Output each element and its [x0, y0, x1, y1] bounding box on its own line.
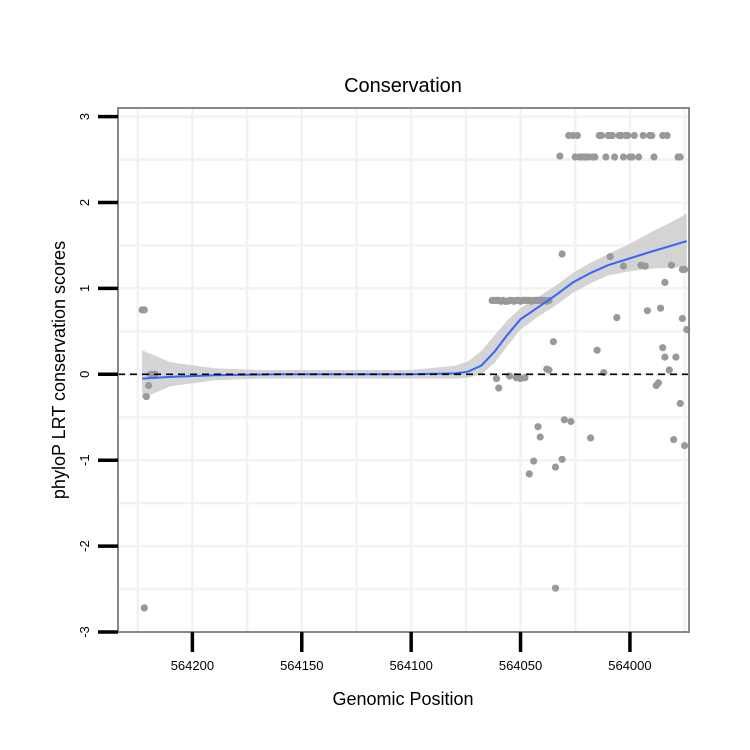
data-point [670, 436, 678, 444]
data-point [667, 261, 676, 269]
data-point [545, 366, 553, 374]
data-point [657, 304, 665, 312]
confidence-band-layer [142, 213, 687, 399]
data-point [549, 338, 558, 346]
data-point [573, 131, 582, 140]
data-point [676, 153, 684, 161]
data-point [635, 153, 643, 161]
data-point [600, 369, 608, 377]
points-layer [138, 131, 691, 612]
x-tick-label: 564200 [171, 658, 214, 673]
data-point [613, 314, 621, 322]
data-point [558, 250, 566, 258]
data-point [602, 153, 610, 161]
x-tick-label: 564100 [389, 658, 432, 673]
x-tick-label: 564150 [280, 658, 323, 673]
data-point [597, 131, 606, 140]
y-axis: -3 -2 -1 0 1 2 3 [77, 113, 118, 638]
data-point [536, 433, 544, 441]
data-point [558, 455, 566, 463]
x-tick-label: 564000 [608, 658, 651, 673]
y-tick-label: -3 [77, 626, 92, 638]
data-point [567, 417, 575, 426]
data-point [530, 457, 538, 465]
data-point [556, 152, 564, 160]
data-point [630, 131, 638, 140]
data-point [492, 375, 501, 383]
data-point [506, 372, 514, 380]
x-axis-label: Genomic Position [332, 689, 473, 709]
data-point [551, 584, 560, 592]
y-tick-label: -2 [77, 540, 92, 552]
data-point [659, 344, 667, 352]
data-point [628, 153, 636, 161]
data-point [140, 306, 148, 314]
data-point [654, 379, 663, 387]
data-point [639, 131, 647, 140]
data-point [681, 442, 689, 450]
x-axis: 564200 564150 564100 564050 564000 [171, 632, 652, 673]
chart-title: Conservation [344, 75, 462, 97]
data-point [140, 604, 148, 612]
x-tick-label: 564050 [499, 658, 542, 673]
confidence-band [142, 213, 687, 399]
data-point [608, 131, 617, 140]
panel-border [117, 107, 690, 633]
y-tick-label: 3 [77, 113, 92, 120]
data-point [624, 131, 632, 140]
data-point [661, 278, 669, 286]
data-point [641, 262, 649, 270]
y-tick-label: 2 [77, 199, 92, 206]
data-point [648, 131, 656, 140]
data-point [591, 153, 599, 161]
data-point [681, 265, 689, 274]
data-point [587, 434, 595, 442]
data-point [676, 399, 684, 408]
data-point [672, 353, 680, 361]
data-point [665, 366, 673, 374]
y-tick-label: -1 [77, 454, 92, 466]
data-point [619, 262, 628, 270]
data-point [619, 153, 628, 161]
data-point [663, 131, 671, 140]
data-point [560, 416, 568, 424]
data-point [495, 384, 503, 392]
y-tick-label: 0 [77, 371, 92, 378]
data-point [551, 463, 560, 471]
data-point [650, 153, 658, 161]
data-point [643, 307, 652, 315]
data-point [521, 374, 529, 382]
data-point [661, 353, 669, 361]
data-point [142, 393, 150, 401]
data-point [534, 423, 542, 431]
y-tick-label: 1 [77, 285, 92, 292]
data-point [593, 346, 601, 354]
data-point [606, 253, 614, 261]
data-point [525, 470, 533, 478]
data-point [611, 153, 619, 161]
data-point [678, 314, 687, 323]
y-axis-label: phyloP LRT conservation scores [49, 241, 69, 499]
data-point [145, 381, 153, 390]
